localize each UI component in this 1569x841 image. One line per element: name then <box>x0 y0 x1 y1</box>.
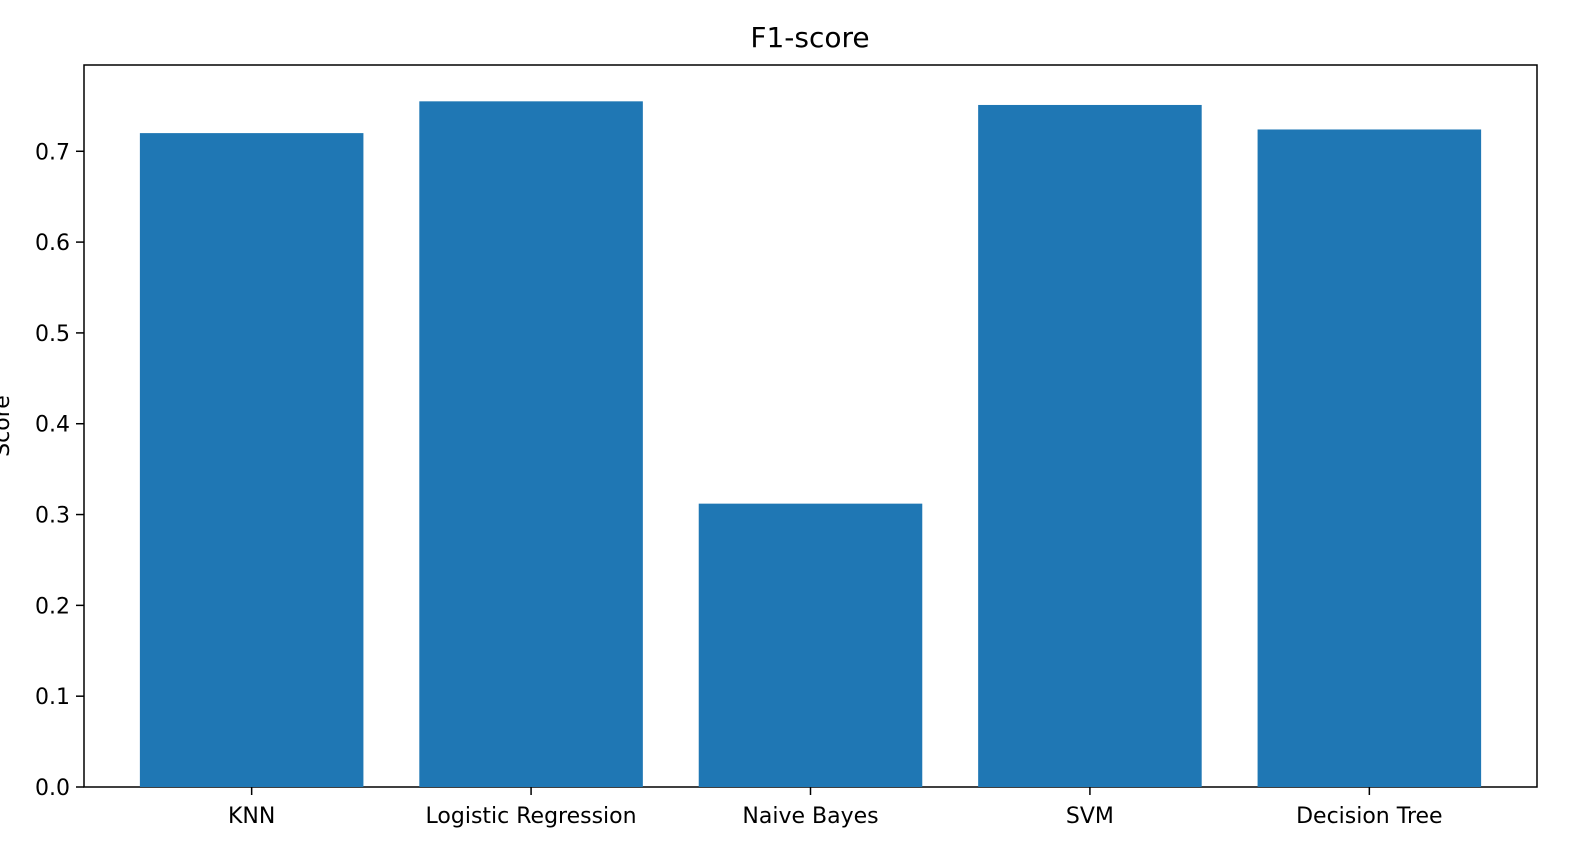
x-tick-label: SVM <box>1066 804 1114 829</box>
y-axis-label: Score <box>0 395 15 457</box>
x-tick-label: Naive Bayes <box>742 804 878 829</box>
bar-knn <box>139 133 364 788</box>
y-tick-label: 0.7 <box>35 140 70 165</box>
y-tick-label: 0.2 <box>35 594 70 619</box>
y-tick-label: 0.6 <box>35 231 70 256</box>
x-tick-label: Decision Tree <box>1296 804 1443 829</box>
y-tick-label: 0.0 <box>35 776 70 801</box>
y-tick-label: 0.3 <box>35 504 70 529</box>
bar-naive-bayes <box>698 503 923 787</box>
bar-decision-tree <box>1257 129 1482 788</box>
x-tick-label: KNN <box>228 804 275 829</box>
y-tick-label: 0.5 <box>35 322 70 347</box>
bars <box>139 101 1482 788</box>
bar-logistic-regression <box>419 101 643 787</box>
y-tick-label: 0.4 <box>35 413 70 438</box>
x-tick-label: Logistic Regression <box>426 804 637 829</box>
y-tick-label: 0.1 <box>35 685 70 710</box>
bar-svm <box>978 104 1202 787</box>
y-axis: 0.0 0.1 0.2 0.3 0.4 0.5 0.6 0.7 <box>35 140 84 801</box>
chart-title: F1-score <box>750 21 869 54</box>
x-axis: KNN Logistic Regression Naive Bayes SVM Deci… <box>228 787 1443 829</box>
